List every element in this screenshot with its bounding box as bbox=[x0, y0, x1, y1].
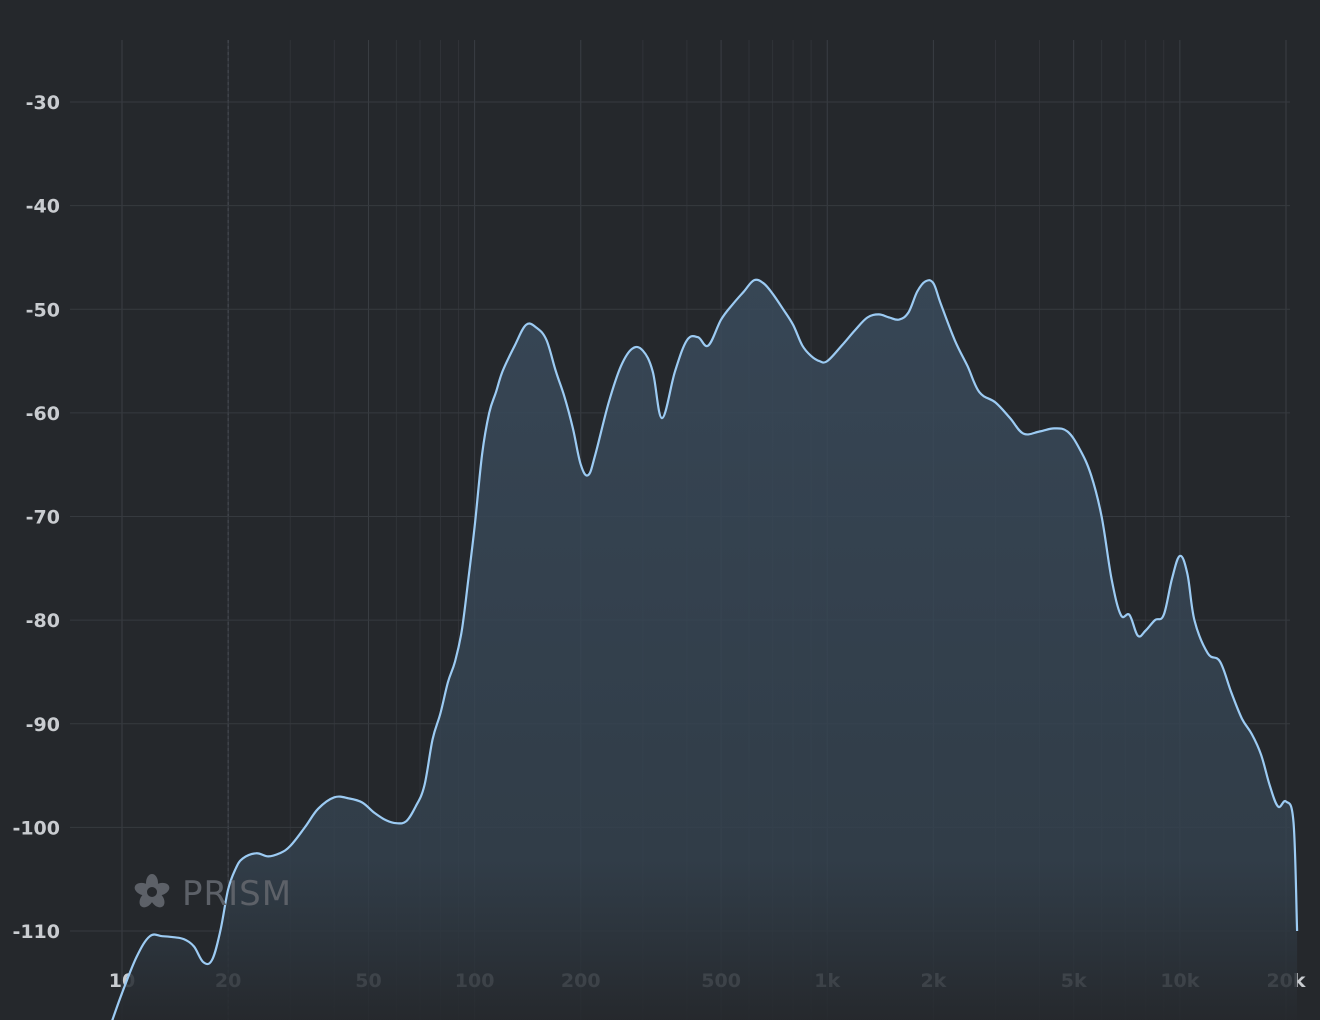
flower-logo-icon bbox=[134, 874, 170, 908]
spectrum-area bbox=[110, 279, 1298, 1020]
y-tick-label: -100 bbox=[12, 817, 60, 839]
y-tick-label: -30 bbox=[26, 92, 60, 114]
brand-watermark: PRISM bbox=[134, 874, 292, 914]
spectrum-line bbox=[111, 278, 1299, 1020]
y-tick-label: -90 bbox=[26, 714, 60, 736]
y-tick-label: -80 bbox=[26, 610, 60, 632]
y-axis-ticks: -30 -40 -50 -60 -70 -80 -90 -100 -110 bbox=[12, 92, 60, 943]
y-tick-label: -50 bbox=[26, 299, 60, 321]
y-tick-label: -60 bbox=[26, 403, 60, 425]
y-tick-label: -110 bbox=[12, 921, 60, 943]
brand-name: PRISM bbox=[182, 874, 292, 914]
y-tick-label: -70 bbox=[26, 507, 60, 529]
y-tick-label: -40 bbox=[26, 196, 60, 218]
